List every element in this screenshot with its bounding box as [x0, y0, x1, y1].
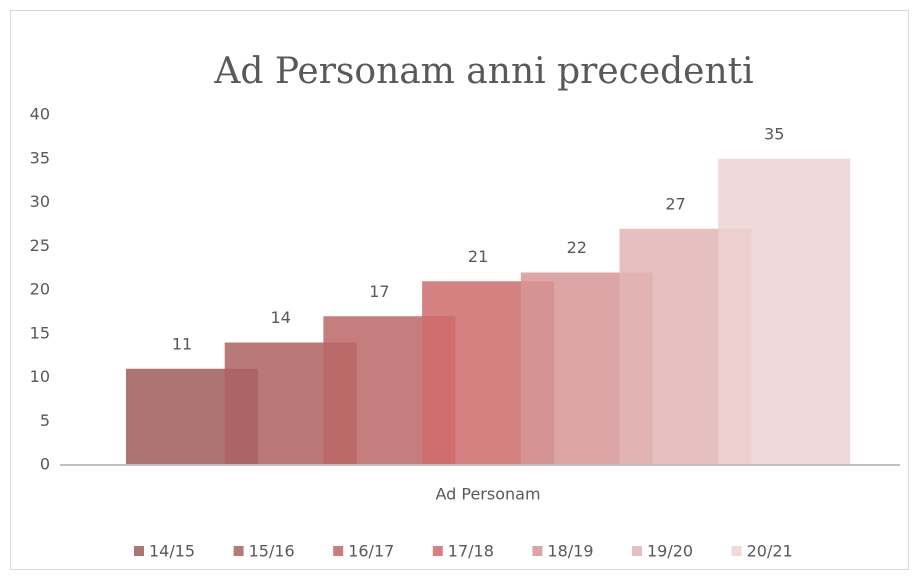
legend-swatch — [731, 546, 742, 556]
legend-swatch — [333, 546, 344, 556]
legend-label: 16/17 — [348, 542, 394, 561]
data-label: 35 — [764, 124, 784, 143]
legend-swatch — [632, 546, 642, 556]
y-tick-label: 35 — [30, 148, 50, 167]
legend-label: 17/18 — [448, 542, 494, 561]
x-tick-label: Ad Personam — [435, 485, 540, 504]
legend-swatch — [233, 546, 244, 556]
data-label: 14 — [271, 308, 291, 327]
y-tick-label: 30 — [30, 192, 50, 211]
chart-title: Ad Personam anni precedenti — [213, 51, 753, 92]
data-label: 17 — [369, 282, 389, 301]
y-tick-label: 20 — [30, 280, 50, 299]
data-label: 21 — [468, 247, 488, 266]
data-label: 11 — [172, 334, 192, 353]
y-tick-label: 15 — [30, 323, 50, 342]
legend-swatch — [432, 546, 443, 556]
legend-label: 18/19 — [547, 542, 593, 561]
y-tick-label: 5 — [40, 411, 50, 430]
bar — [718, 158, 851, 465]
legend-swatch — [532, 546, 543, 556]
legend-label: 20/21 — [747, 542, 793, 561]
y-tick-label: 0 — [40, 455, 50, 474]
legend-label: 15/16 — [249, 542, 295, 561]
y-tick-label: 10 — [30, 367, 50, 386]
legend-label: 19/20 — [647, 542, 693, 561]
data-label: 22 — [567, 238, 587, 257]
y-tick-label: 40 — [30, 105, 50, 124]
y-tick-label: 25 — [30, 236, 50, 255]
data-label: 27 — [665, 194, 685, 213]
legend-swatch — [134, 546, 144, 556]
legend-label: 14/15 — [149, 542, 195, 561]
